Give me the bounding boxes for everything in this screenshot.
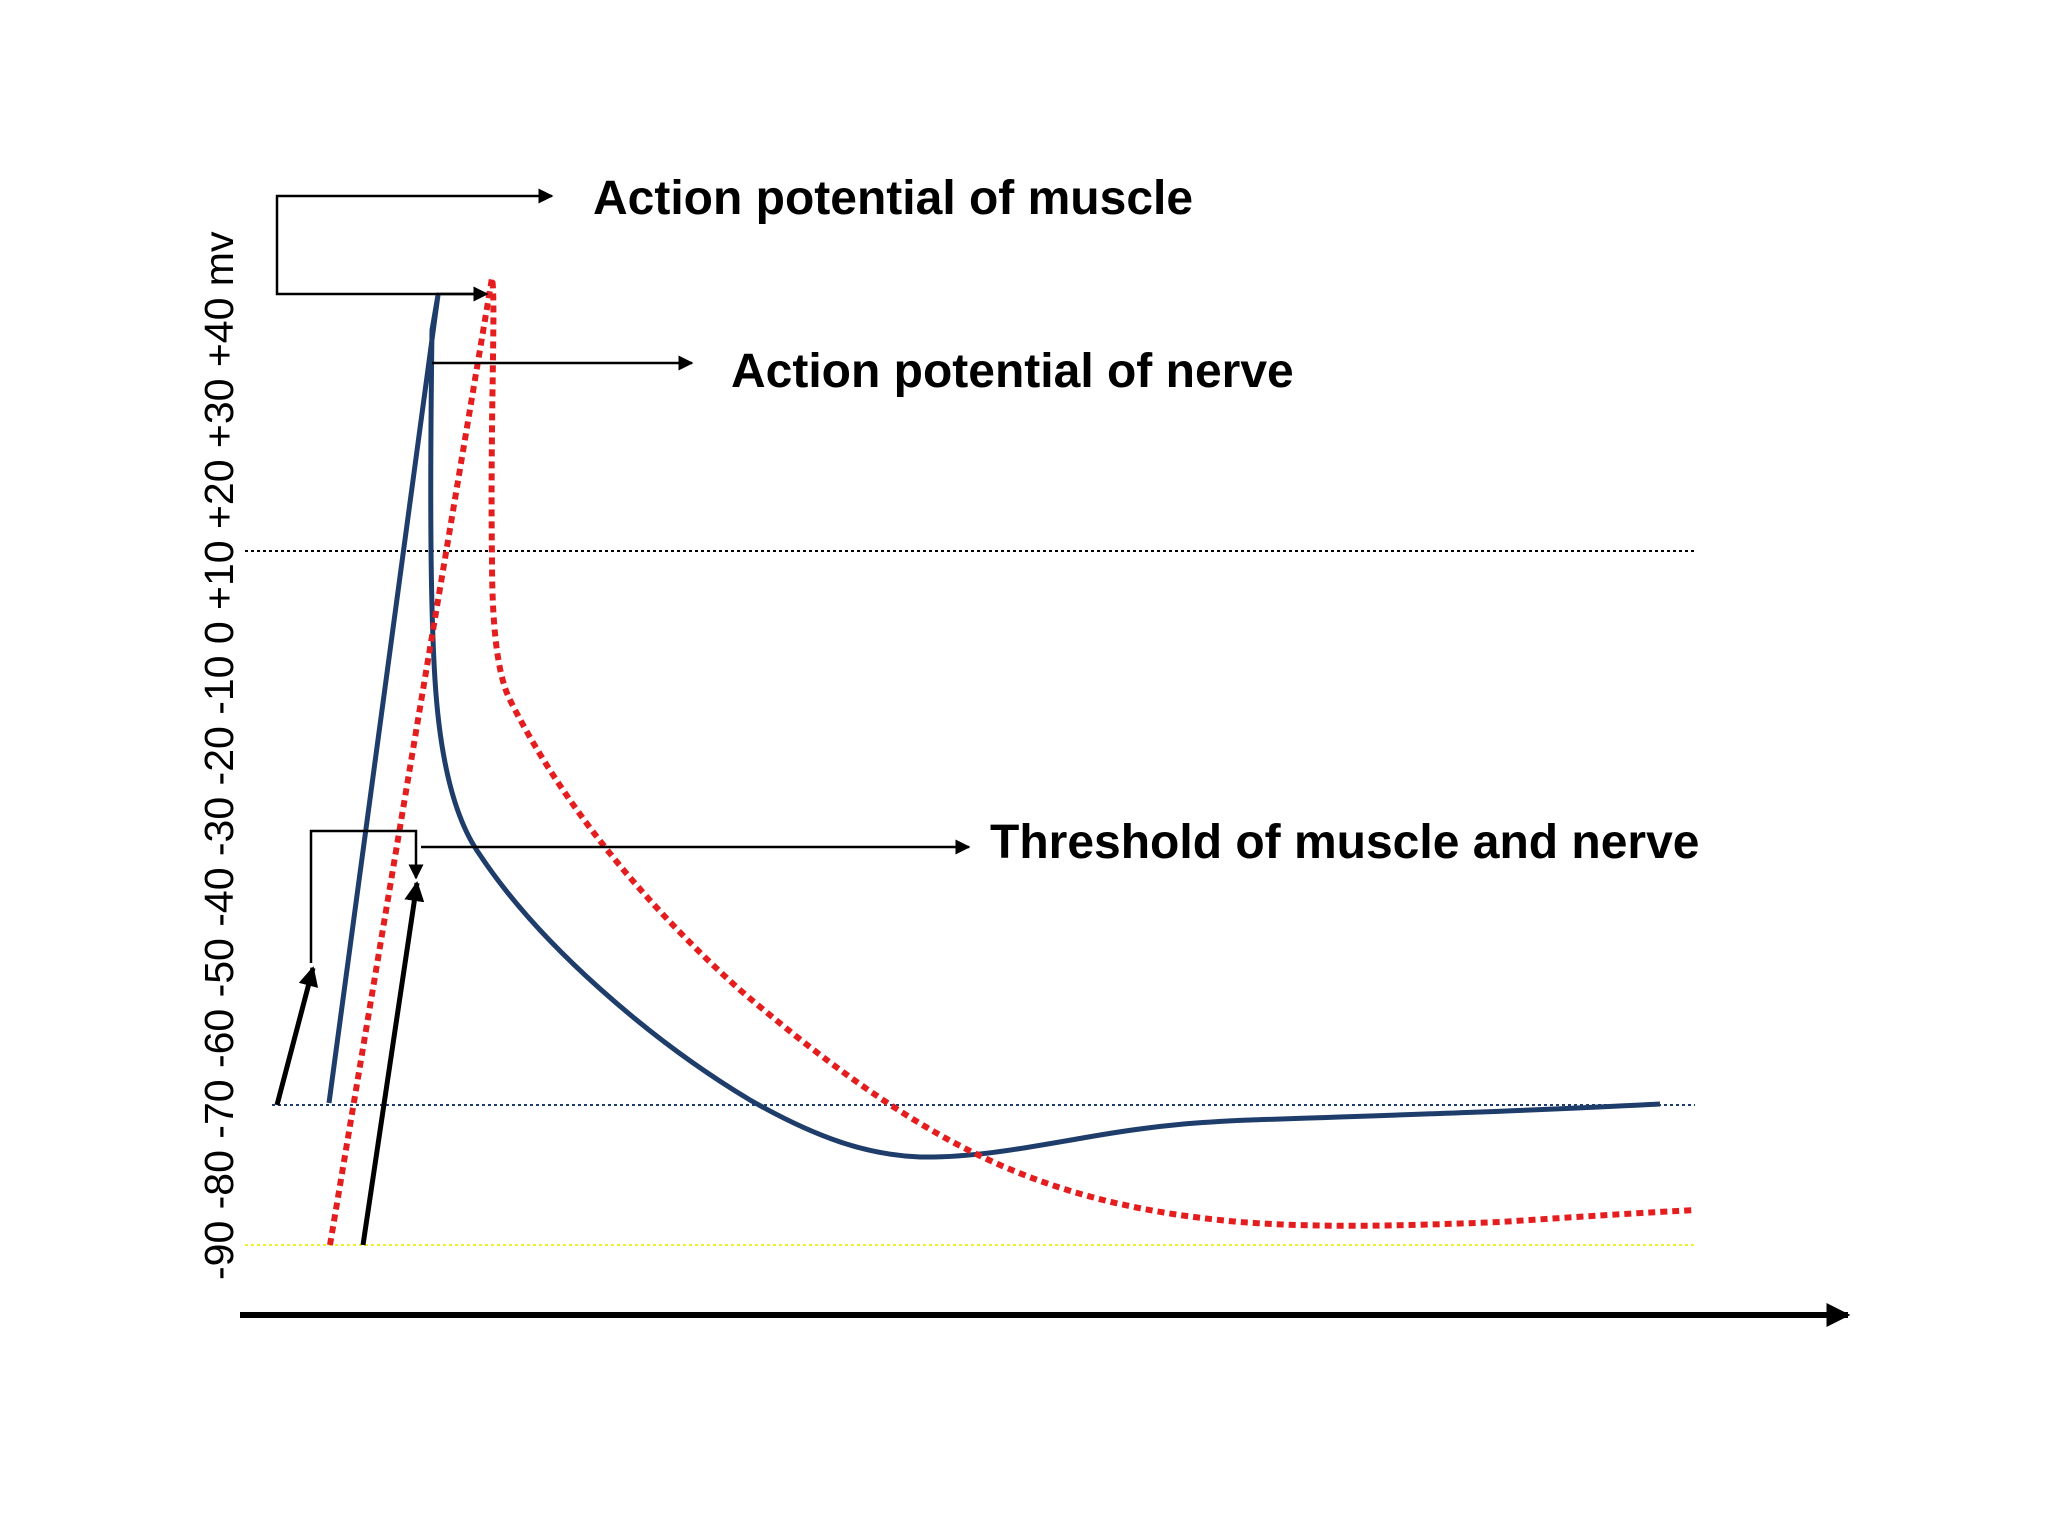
muscle-stimulus-arrow bbox=[360, 881, 425, 1246]
y-axis-label: -90 -80 -70 -60 -50 -40 -30 -20 -10 0 +1… bbox=[196, 231, 242, 1280]
nerve-stimulus-arrow bbox=[274, 966, 319, 1106]
nerve-action-potential-curve bbox=[326, 292, 1661, 1160]
muscle-ap-label: Action potential of muscle bbox=[593, 172, 1193, 225]
nerve-ap-label: Action potential of nerve bbox=[731, 345, 1294, 398]
muscle-ap-bracket bbox=[275, 188, 554, 296]
threshold-bracket bbox=[309, 829, 424, 963]
muscle-action-potential-curve bbox=[327, 277, 1696, 1246]
threshold-label: Threshold of muscle and nerve bbox=[990, 816, 1700, 869]
